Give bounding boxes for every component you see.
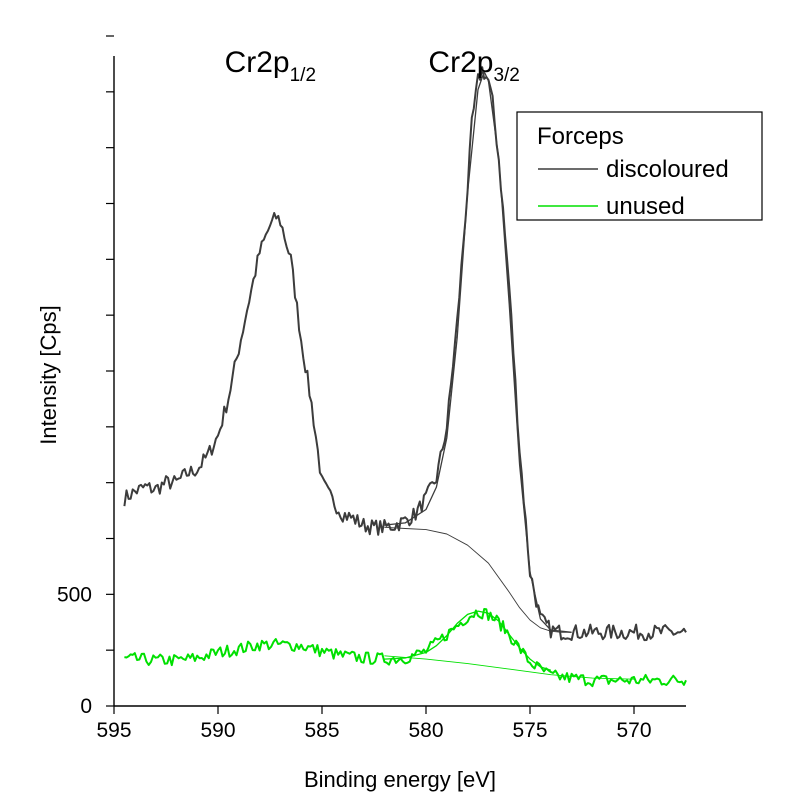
legend-label-unused: unused — [606, 193, 685, 220]
series-line-discoloured — [123, 66, 687, 642]
x-tick-label: 590 — [200, 719, 235, 742]
x-axis-title: Binding energy [eV] — [304, 767, 496, 792]
y-tick-label: 500 — [57, 583, 92, 606]
series-line-unused — [124, 608, 687, 688]
y-axis-title: Intensity [Cps] — [36, 305, 61, 444]
x-tick-label: 570 — [616, 719, 651, 742]
peak-annotations: Cr2p1/2 Cr2p3/2 — [225, 46, 520, 86]
x-tick-label: 575 — [512, 719, 547, 742]
x-tick-label: 585 — [304, 719, 339, 742]
x-tick-label: 580 — [408, 719, 443, 742]
peak-label-1-2: Cr2p1/2 — [225, 46, 316, 86]
x-tick-label: 595 — [96, 719, 131, 742]
axes — [113, 56, 686, 707]
plot-lines — [123, 66, 687, 688]
legend: Forceps discoloured unused — [516, 111, 763, 221]
peak-label-3-2: Cr2p3/2 — [428, 46, 519, 86]
legend-box — [516, 111, 763, 221]
legend-title: Forceps — [537, 123, 624, 150]
ticks: 595 590 585 580 575 570 0 500 — [57, 35, 652, 742]
y-tick-label: 0 — [80, 695, 92, 718]
legend-label-discoloured: discoloured — [606, 156, 729, 183]
fit-curve-unused-background — [384, 655, 635, 680]
